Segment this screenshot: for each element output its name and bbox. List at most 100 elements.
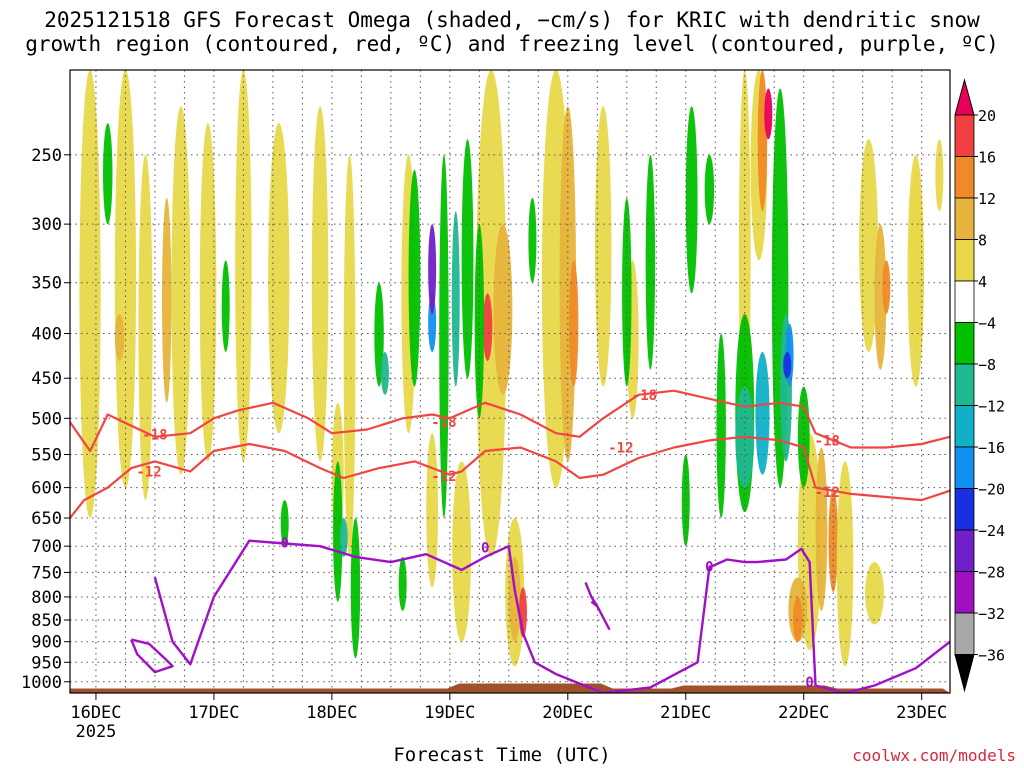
omega-cell bbox=[280, 500, 289, 547]
x-tick-label: 19DEC bbox=[424, 703, 475, 723]
colorbar-label: −4 bbox=[978, 315, 996, 333]
omega-cell bbox=[451, 211, 460, 387]
colorbar-label: 16 bbox=[978, 149, 996, 167]
colorbar-label: −16 bbox=[978, 439, 1005, 457]
omega-cell bbox=[268, 123, 290, 434]
omega-cell bbox=[428, 224, 437, 314]
contour-label-zero: 0 bbox=[705, 559, 713, 575]
credit-text: coolwx.com/models bbox=[852, 746, 1016, 765]
y-tick-label: 900 bbox=[31, 633, 62, 653]
y-tick-label: 650 bbox=[31, 509, 62, 529]
colorbar-segment bbox=[954, 239, 975, 282]
colorbar-label: 20 bbox=[978, 107, 996, 125]
colorbar-label: −24 bbox=[978, 522, 1005, 540]
y-tick-label: 700 bbox=[31, 537, 62, 557]
x-tick-label: 20DEC bbox=[542, 703, 593, 723]
omega-cell bbox=[568, 260, 579, 387]
y-tick-label: 1000 bbox=[21, 673, 62, 693]
colorbar-label: 4 bbox=[978, 273, 987, 291]
colorbar-label: −12 bbox=[978, 398, 1005, 416]
terrain-ground bbox=[70, 683, 950, 693]
colorbar-label: −36 bbox=[978, 647, 1005, 665]
x-tick-label: 21DEC bbox=[660, 703, 711, 723]
omega-cell bbox=[704, 154, 715, 225]
colorbar-label: −28 bbox=[978, 564, 1005, 582]
omega-cell bbox=[493, 224, 513, 395]
omega-cell bbox=[408, 169, 421, 387]
colorbar-segment bbox=[954, 488, 975, 531]
colorbar-segment bbox=[954, 612, 975, 655]
omega-cell bbox=[199, 123, 217, 462]
omega-cell bbox=[171, 106, 191, 475]
contour-label-minus18: -18 bbox=[431, 415, 456, 431]
omega-cell bbox=[874, 224, 887, 370]
y-tick-label: 400 bbox=[31, 324, 62, 344]
x-year-label: 2025 bbox=[75, 722, 116, 742]
colorbar-segment bbox=[954, 446, 975, 489]
omega-cell bbox=[426, 433, 439, 588]
contour-label-zero: 0 bbox=[805, 675, 813, 691]
omega-cell bbox=[622, 197, 632, 387]
omega-cell bbox=[428, 293, 437, 353]
x-tick-label: 22DEC bbox=[778, 703, 829, 723]
omega-cell bbox=[828, 487, 838, 593]
omega-cell bbox=[350, 518, 361, 659]
y-tick-label: 750 bbox=[31, 563, 62, 583]
colorbar-segment bbox=[954, 363, 975, 406]
omega-cell bbox=[783, 352, 792, 379]
omega-cell bbox=[764, 88, 773, 140]
omega-cell bbox=[859, 139, 879, 353]
colorbar-segment bbox=[954, 280, 975, 323]
omega-cell bbox=[138, 154, 153, 501]
y-tick-label: 950 bbox=[31, 653, 62, 673]
omega-cell bbox=[343, 154, 356, 557]
y-tick-label: 550 bbox=[31, 446, 62, 466]
x-tick-label: 16DEC bbox=[70, 703, 121, 723]
colorbar-label: 12 bbox=[978, 190, 996, 208]
y-tick-label: 250 bbox=[31, 146, 62, 166]
y-tick-label: 800 bbox=[31, 588, 62, 608]
terrain-fill bbox=[70, 683, 950, 693]
contour-label-minus12: -12 bbox=[608, 441, 633, 457]
omega-cell bbox=[398, 556, 407, 611]
chart-title-line1: 2025121518 GFS Forecast Omega (shaded, −… bbox=[44, 8, 980, 32]
omega-cell bbox=[594, 106, 612, 387]
x-axis-title: Forecast Time (UTC) bbox=[393, 744, 611, 766]
omega-cell bbox=[452, 461, 472, 642]
colorbar-segment bbox=[954, 156, 975, 199]
contour-labels: -18 -18 -18 -18 -12 -12 -12 -12 0 0 0 0 bbox=[136, 388, 840, 691]
colorbar-segment bbox=[954, 529, 975, 572]
omega-cell bbox=[374, 282, 384, 387]
omega-cell bbox=[865, 562, 884, 625]
omega-cell bbox=[482, 293, 493, 361]
freezing-level-loop bbox=[130, 638, 174, 674]
x-axis: 16DEC 17DEC 18DEC 19DEC 20DEC 21DEC 22DEC 23DEC… bbox=[70, 693, 947, 742]
omega-cell bbox=[645, 154, 656, 370]
contour-label-zero: 0 bbox=[280, 535, 288, 551]
freezing-level-mid bbox=[584, 581, 611, 630]
plot-frame bbox=[69, 69, 951, 694]
omega-cell bbox=[815, 447, 828, 611]
contour-label-minus12: -12 bbox=[815, 485, 840, 501]
colorbar-segment bbox=[954, 197, 975, 240]
omega-cell bbox=[339, 518, 348, 557]
omega-cell bbox=[757, 70, 768, 212]
omega-cell bbox=[882, 260, 891, 314]
omega-cell bbox=[528, 197, 537, 283]
y-tick-label: 600 bbox=[31, 479, 62, 499]
x-tick-label: 18DEC bbox=[306, 703, 357, 723]
colorbar-segment bbox=[954, 114, 975, 157]
dgz-minus18-contour bbox=[70, 389, 950, 453]
colorbar-label: 8 bbox=[978, 232, 987, 250]
x-tick-label: 23DEC bbox=[896, 703, 947, 723]
contour-label-minus18: -18 bbox=[815, 433, 840, 449]
colorbar-bottom-arrow bbox=[954, 654, 975, 693]
omega-cell bbox=[221, 260, 230, 353]
omega-cell bbox=[836, 461, 854, 667]
omega-cell bbox=[935, 139, 944, 212]
omega-cell bbox=[716, 333, 726, 519]
contour-label-minus12: -12 bbox=[431, 469, 456, 485]
omega-cell bbox=[755, 352, 770, 475]
omega-cell bbox=[311, 106, 329, 462]
